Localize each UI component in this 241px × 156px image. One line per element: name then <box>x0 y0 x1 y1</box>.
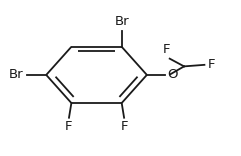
Text: Br: Br <box>9 68 23 81</box>
Text: F: F <box>120 120 128 134</box>
Text: F: F <box>162 43 170 56</box>
Text: F: F <box>208 58 215 71</box>
Text: F: F <box>65 120 73 134</box>
Text: O: O <box>168 68 178 81</box>
Text: Br: Br <box>114 15 129 28</box>
